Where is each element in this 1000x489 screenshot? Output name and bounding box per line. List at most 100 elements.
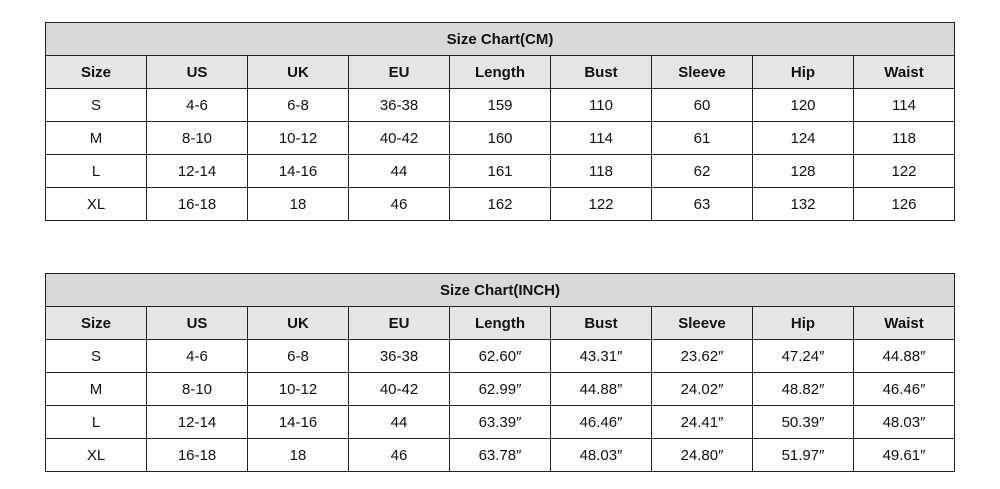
cell: 24.02″ xyxy=(651,372,753,406)
column-header: Length xyxy=(449,306,551,340)
data-row: S 4-6 6-8 36-38 62.60″ 43.31″ 23.62″ 47.24″ 44.8… xyxy=(45,339,955,373)
cell: 43.31″ xyxy=(550,339,652,373)
column-header: Bust xyxy=(550,306,652,340)
column-header: US xyxy=(146,306,248,340)
cell: 62 xyxy=(651,154,753,188)
cell: 46.46″ xyxy=(550,405,652,439)
size-table: Size Chart(INCH) Size US UK EU Length Bust Slee… xyxy=(45,273,955,472)
cell: XL xyxy=(45,187,147,221)
cell: M xyxy=(45,121,147,155)
cell: 18 xyxy=(247,438,349,472)
cell: 12-14 xyxy=(146,405,248,439)
size-table: Size Chart(CM) Size US UK EU Length Bust Sleeve… xyxy=(45,22,955,221)
data-row: L 12-14 14-16 44 161 118 62 128 122 xyxy=(45,154,955,188)
column-header: Size xyxy=(45,306,147,340)
column-header: Waist xyxy=(853,306,955,340)
data-row: M 8-10 10-12 40-42 62.99″ 44.88″ 24.02″ 48.82″ 4… xyxy=(45,372,955,406)
cell: 162 xyxy=(449,187,551,221)
title-row: Size Chart(CM) xyxy=(45,22,955,56)
cell: 110 xyxy=(550,88,652,122)
cell: 63.78″ xyxy=(449,438,551,472)
cell: 16-18 xyxy=(146,438,248,472)
column-header: Hip xyxy=(752,306,854,340)
column-header: US xyxy=(146,55,248,89)
cell: 50.39″ xyxy=(752,405,854,439)
column-header: Length xyxy=(449,55,551,89)
cell: 48.03″ xyxy=(550,438,652,472)
cell: 14-16 xyxy=(247,154,349,188)
column-header: UK xyxy=(247,306,349,340)
cell: 48.03″ xyxy=(853,405,955,439)
cell: L xyxy=(45,405,147,439)
data-row: L 12-14 14-16 44 63.39″ 46.46″ 24.41″ 50.39″ 48.… xyxy=(45,405,955,439)
column-header: Hip xyxy=(752,55,854,89)
cell: 61 xyxy=(651,121,753,155)
cell: 62.99″ xyxy=(449,372,551,406)
cell: 23.62″ xyxy=(651,339,753,373)
cell: XL xyxy=(45,438,147,472)
column-header: EU xyxy=(348,55,450,89)
data-row: XL 16-18 18 46 63.78″ 48.03″ 24.80″ 51.97″ 49.61… xyxy=(45,438,955,472)
cell: 62.60″ xyxy=(449,339,551,373)
cell: 10-12 xyxy=(247,121,349,155)
cell: 8-10 xyxy=(146,372,248,406)
cell: 44.88″ xyxy=(853,339,955,373)
header-row: Size US UK EU Length Bust Sleeve Hip Waist xyxy=(45,306,955,340)
cell: 47.24″ xyxy=(752,339,854,373)
cell: 122 xyxy=(550,187,652,221)
table-title: Size Chart(CM) xyxy=(45,22,955,56)
cell: 6-8 xyxy=(247,339,349,373)
cell: 6-8 xyxy=(247,88,349,122)
cell: 49.61″ xyxy=(853,438,955,472)
cell: 46.46″ xyxy=(853,372,955,406)
cell: 16-18 xyxy=(146,187,248,221)
cell: 124 xyxy=(752,121,854,155)
cell: 46 xyxy=(348,187,450,221)
cell: 122 xyxy=(853,154,955,188)
cell: 51.97″ xyxy=(752,438,854,472)
cell: 44 xyxy=(348,154,450,188)
cell: 132 xyxy=(752,187,854,221)
cell: 8-10 xyxy=(146,121,248,155)
cell: M xyxy=(45,372,147,406)
cell: 44 xyxy=(348,405,450,439)
title-row: Size Chart(INCH) xyxy=(45,273,955,307)
cell: 114 xyxy=(550,121,652,155)
column-header: Size xyxy=(45,55,147,89)
column-header: UK xyxy=(247,55,349,89)
cell: 63.39″ xyxy=(449,405,551,439)
column-header: Bust xyxy=(550,55,652,89)
cell: 12-14 xyxy=(146,154,248,188)
cell: 40-42 xyxy=(348,121,450,155)
cell: 36-38 xyxy=(348,88,450,122)
cell: 36-38 xyxy=(348,339,450,373)
column-header: Sleeve xyxy=(651,306,753,340)
column-header: Waist xyxy=(853,55,955,89)
cell: 126 xyxy=(853,187,955,221)
data-row: M 8-10 10-12 40-42 160 114 61 124 118 xyxy=(45,121,955,155)
cell: 118 xyxy=(550,154,652,188)
data-row: XL 16-18 18 46 162 122 63 132 126 xyxy=(45,187,955,221)
cell: 60 xyxy=(651,88,753,122)
cell: 118 xyxy=(853,121,955,155)
cell: 24.80″ xyxy=(651,438,753,472)
cell: 10-12 xyxy=(247,372,349,406)
cell: 46 xyxy=(348,438,450,472)
cell: 4-6 xyxy=(146,339,248,373)
cell: 160 xyxy=(449,121,551,155)
cell: 4-6 xyxy=(146,88,248,122)
table-title: Size Chart(INCH) xyxy=(45,273,955,307)
cell: 14-16 xyxy=(247,405,349,439)
cell: 159 xyxy=(449,88,551,122)
column-header: EU xyxy=(348,306,450,340)
cell: S xyxy=(45,88,147,122)
cell: S xyxy=(45,339,147,373)
cell: 128 xyxy=(752,154,854,188)
cell: 48.82″ xyxy=(752,372,854,406)
cell: 120 xyxy=(752,88,854,122)
data-row: S 4-6 6-8 36-38 159 110 60 120 114 xyxy=(45,88,955,122)
cell: 114 xyxy=(853,88,955,122)
header-row: Size US UK EU Length Bust Sleeve Hip Waist xyxy=(45,55,955,89)
cell: 161 xyxy=(449,154,551,188)
